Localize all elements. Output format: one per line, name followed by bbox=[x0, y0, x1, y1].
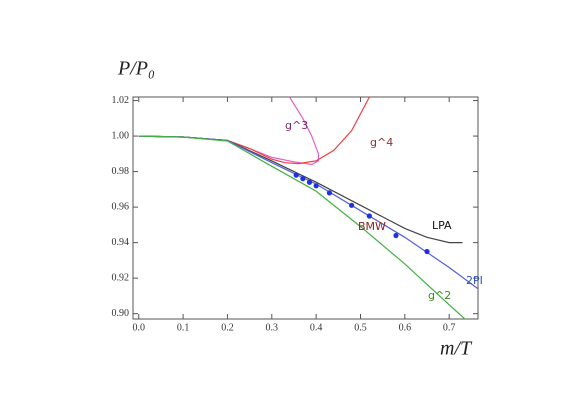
y-tick-label: 1.00 bbox=[112, 130, 130, 141]
series-label: BMW bbox=[358, 220, 386, 233]
y-tick-label: 0.94 bbox=[112, 237, 130, 248]
data-point bbox=[326, 190, 333, 196]
plot-area bbox=[138, 97, 478, 319]
series-label: g^3 bbox=[285, 119, 308, 132]
series-line bbox=[138, 135, 463, 244]
data-point bbox=[349, 202, 355, 208]
series-line bbox=[138, 135, 466, 319]
series-label: LPA bbox=[432, 219, 452, 232]
y-tick-label: 0.90 bbox=[112, 308, 130, 319]
series-label: g^2 bbox=[428, 289, 451, 302]
plot-frame bbox=[132, 96, 479, 320]
y-tick-label: 1.02 bbox=[112, 95, 130, 106]
data-point bbox=[293, 172, 299, 178]
x-tick-label: 0.2 bbox=[221, 322, 234, 333]
x-tick-label: 0.6 bbox=[399, 322, 412, 333]
y-tick-label: 0.98 bbox=[112, 166, 130, 177]
x-tick-label: 0.5 bbox=[354, 322, 367, 333]
data-point bbox=[366, 213, 372, 219]
x-tick-label: 0.1 bbox=[177, 322, 190, 333]
x-tick-label: 0.0 bbox=[133, 322, 146, 333]
data-point bbox=[393, 232, 399, 239]
data-point bbox=[306, 179, 313, 185]
x-tick-label: 0.3 bbox=[266, 322, 279, 333]
y-axis-label: P/P₀ bbox=[117, 58, 155, 80]
x-axis-label: m/T bbox=[440, 338, 473, 360]
data-point bbox=[300, 176, 306, 182]
y-tick-label: 0.92 bbox=[112, 272, 130, 283]
series-label: 2PI bbox=[466, 274, 483, 287]
x-tick-label: 0.7 bbox=[443, 322, 456, 333]
x-tick-label: 0.4 bbox=[310, 322, 323, 333]
series-label: g^4 bbox=[370, 136, 393, 149]
y-tick-label: 0.96 bbox=[112, 201, 130, 212]
data-point bbox=[424, 248, 430, 255]
series-line bbox=[138, 135, 478, 290]
data-point bbox=[313, 183, 319, 189]
